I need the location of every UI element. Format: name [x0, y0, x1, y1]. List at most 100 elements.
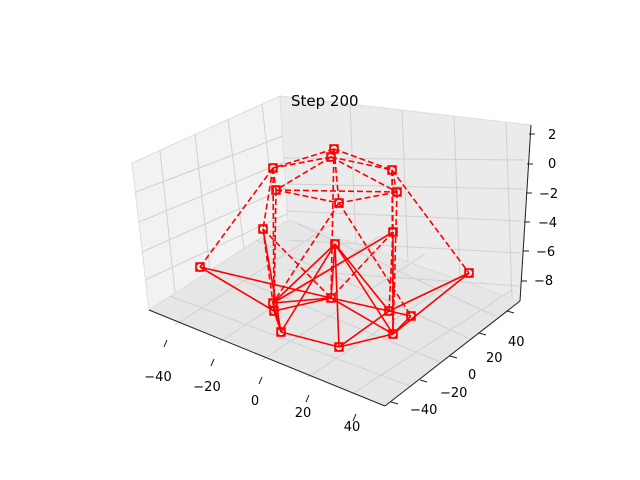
- solid-edge: [272, 297, 332, 304]
- circle-marker: [271, 185, 281, 195]
- grid-line: [286, 239, 521, 254]
- dashed-edge: [330, 148, 335, 299]
- grid-line: [169, 295, 411, 387]
- solid-edge: [199, 266, 332, 299]
- grid-line: [174, 221, 336, 326]
- grid-line: [453, 115, 461, 281]
- y-axis-line: [384, 300, 521, 407]
- dashed-edge: [275, 189, 398, 193]
- grid-line: [135, 135, 284, 193]
- circle-marker: [392, 187, 402, 197]
- solid-edge: [280, 243, 336, 333]
- circle-marker: [387, 165, 397, 175]
- grid-lines: [135, 103, 526, 395]
- y-tick-labels: −40 −20 0 20 40: [410, 335, 525, 418]
- solid-edge: [199, 266, 275, 312]
- x-tick-label: 0: [251, 394, 259, 409]
- z-tick-label: −8: [534, 274, 553, 289]
- solid-edge: [334, 243, 390, 312]
- solid-edge: [388, 272, 470, 312]
- x-tick-label: 40: [344, 420, 361, 435]
- solid-edge: [272, 231, 394, 304]
- circle-marker: [406, 311, 416, 321]
- z-tick-label: −6: [536, 245, 555, 260]
- dashed-edge: [262, 228, 332, 299]
- circle-marker: [464, 268, 474, 278]
- dashed-edge: [330, 231, 394, 299]
- circle-marker: [268, 163, 278, 173]
- y-tick-label: −40: [410, 403, 437, 418]
- x-tick-mark: [352, 413, 357, 422]
- z-tick-label: −4: [538, 216, 557, 231]
- dashed-edge: [272, 148, 335, 169]
- grid-line: [261, 253, 426, 361]
- circle-marker: [330, 239, 340, 249]
- z-tick-label: −2: [539, 187, 558, 202]
- solid-edge: [280, 331, 340, 348]
- y-tick-label: 40: [508, 335, 525, 350]
- grid-line: [255, 239, 469, 339]
- grid-line: [351, 289, 513, 395]
- dashed-edge: [199, 167, 274, 268]
- circle-marker: [384, 306, 394, 316]
- solid-edge: [338, 333, 394, 348]
- circle-marker: [388, 329, 398, 339]
- z-tick-label: 0: [548, 157, 556, 172]
- solid-edge: [330, 297, 390, 312]
- circle-marker: [334, 342, 344, 352]
- y-tick-label: 20: [486, 351, 503, 366]
- wireframe-nodes: [195, 144, 474, 352]
- circle-marker: [388, 227, 398, 237]
- x-tick-mark: [305, 394, 310, 403]
- z-axis-line: [519, 124, 532, 302]
- y-tick-mark: [419, 379, 428, 383]
- circle-marker: [258, 224, 268, 234]
- x-tick-label: −20: [193, 380, 220, 395]
- circle-marker: [326, 293, 336, 303]
- dashed-edge: [272, 156, 332, 169]
- x-tick-mark: [210, 358, 215, 367]
- grid-line: [505, 121, 513, 299]
- grid-line: [227, 118, 245, 249]
- y-tick-label: −20: [440, 386, 467, 401]
- x-axis-line: [148, 309, 386, 407]
- x-tick-mark: [258, 376, 263, 385]
- circle-marker: [326, 152, 336, 162]
- dashed-edge: [338, 202, 412, 317]
- solid-edge: [338, 310, 390, 348]
- dashed-edge: [338, 191, 398, 204]
- solid-edge: [334, 243, 340, 348]
- axis-lines: [148, 124, 532, 407]
- dashed-edge: [333, 148, 393, 171]
- grid-line: [159, 149, 176, 294]
- circle-marker: [269, 306, 279, 316]
- tick-marks: [163, 133, 535, 422]
- x-tick-labels: −40 −20 0 20 40: [144, 370, 360, 435]
- grid-line: [307, 270, 469, 378]
- grid-line: [141, 187, 287, 253]
- grid-line: [285, 210, 522, 222]
- dashed-edge: [391, 169, 470, 274]
- grid-line: [212, 267, 441, 363]
- z-tick-labels: −8 −6 −4 −2 0 2: [534, 128, 558, 289]
- grid-line: [283, 157, 526, 161]
- y-tick-mark: [506, 310, 515, 314]
- circle-marker: [195, 262, 205, 272]
- solid-edge: [330, 243, 336, 299]
- x-tick-label: −40: [144, 370, 171, 385]
- x-tick-mark: [163, 339, 168, 348]
- grid-line: [349, 103, 357, 245]
- chart-title: Step 200: [291, 92, 359, 110]
- dashed-edge: [275, 189, 340, 204]
- solid-edge: [272, 243, 336, 304]
- grid-line: [138, 161, 285, 223]
- circle-marker: [276, 327, 286, 337]
- y-tick-mark: [390, 401, 399, 405]
- solid-edge: [273, 297, 332, 312]
- grid-line: [217, 235, 381, 344]
- dashed-edge: [330, 156, 393, 171]
- dashed-edge: [330, 156, 398, 193]
- solid-edge: [392, 272, 470, 335]
- x-tick-label: 20: [295, 406, 312, 421]
